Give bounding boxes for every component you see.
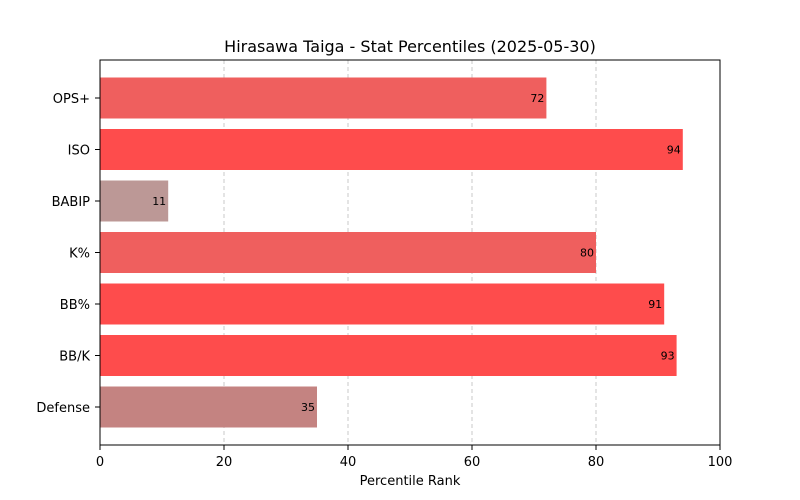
y-tick-label: ISO bbox=[68, 144, 90, 159]
bars bbox=[100, 77, 683, 428]
bar-value-label: 93 bbox=[661, 350, 675, 363]
bar bbox=[100, 283, 665, 325]
y-tick-label: BB% bbox=[60, 298, 90, 313]
bar bbox=[100, 335, 677, 376]
data-labels: 72 94 11 80 91 93 35 bbox=[152, 92, 681, 414]
y-tick-label: BB/K bbox=[59, 350, 90, 365]
bar-value-label: 94 bbox=[667, 144, 681, 157]
chart-title: Hirasawa Taiga - Stat Percentiles (2025-… bbox=[224, 37, 596, 56]
y-tick-label: K% bbox=[69, 247, 90, 262]
bar-value-label: 35 bbox=[301, 401, 315, 414]
bar-value-label: 72 bbox=[530, 92, 544, 105]
x-tick-label: 100 bbox=[708, 455, 733, 470]
bar-value-label: 91 bbox=[648, 298, 662, 311]
y-tick-label: BABIP bbox=[52, 195, 91, 210]
bar bbox=[100, 180, 169, 222]
bar bbox=[100, 232, 596, 273]
bar bbox=[100, 129, 683, 170]
x-tick-label: 60 bbox=[464, 455, 481, 470]
x-axis-label: Percentile Rank bbox=[360, 474, 461, 489]
bar bbox=[100, 77, 547, 119]
bar bbox=[100, 386, 317, 428]
x-tick-label: 40 bbox=[340, 455, 357, 470]
x-tick-label: 0 bbox=[96, 455, 104, 470]
y-axis-ticks: OPS+ ISO BABIP K% BB% BB/K Defense bbox=[36, 92, 100, 416]
y-tick-label: Defense bbox=[36, 401, 90, 416]
y-tick-label: OPS+ bbox=[53, 92, 90, 107]
bar-value-label: 80 bbox=[580, 247, 594, 260]
x-axis-ticks: 0 20 40 60 80 100 bbox=[96, 445, 733, 470]
x-tick-label: 20 bbox=[216, 455, 233, 470]
bar-value-label: 11 bbox=[152, 195, 166, 208]
x-tick-label: 80 bbox=[588, 455, 605, 470]
